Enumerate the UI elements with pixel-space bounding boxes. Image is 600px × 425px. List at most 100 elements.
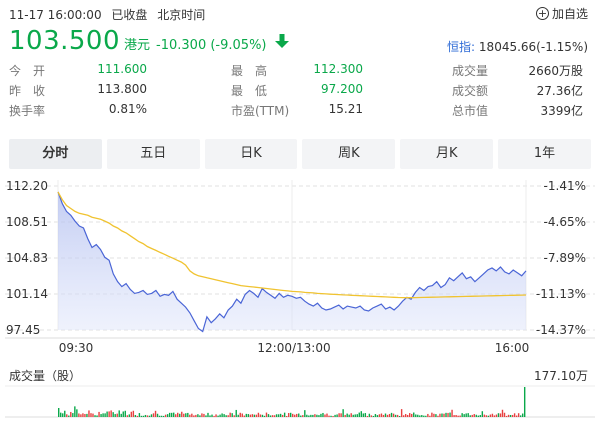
volume-bar: [392, 413, 395, 417]
volume-bar: [235, 409, 237, 417]
volume-bar: [386, 414, 389, 417]
volume-bar: [70, 411, 72, 417]
tab-one-year[interactable]: 1年: [498, 139, 591, 169]
volume-bar: [267, 414, 270, 417]
volume-bar: [310, 414, 312, 417]
volume-bar: [92, 413, 94, 417]
volume-bar: [364, 413, 367, 417]
volume-bar: [312, 414, 314, 417]
volume-bar: [140, 415, 143, 417]
volume-bar: [112, 412, 114, 417]
volume-bar: [263, 415, 266, 417]
stats-row: 昨 收 113.800 最 低 97.200 成交额 27.36亿: [9, 82, 591, 102]
volume-bar: [74, 406, 76, 417]
volume-bar: [400, 409, 403, 417]
volume-bar: [467, 413, 469, 417]
stat-label: 成交量: [452, 64, 489, 78]
volume-bar: [304, 410, 306, 417]
volume-bar: [158, 415, 161, 417]
volume-bar: [116, 413, 118, 417]
x-tick-label: 09:30: [59, 341, 94, 355]
tab-intraday[interactable]: 分时: [9, 139, 102, 169]
volume-bar: [229, 412, 231, 417]
volume-bar: [517, 413, 520, 417]
volume-bar: [390, 412, 393, 417]
volume-bar: [513, 413, 516, 417]
volume-bar: [187, 412, 189, 417]
volume-bar: [88, 410, 90, 417]
volume-bar: [298, 413, 300, 417]
volume-bar: [388, 413, 391, 417]
tab-weekly-k[interactable]: 周K: [302, 139, 396, 169]
stat-value: 0.81%: [108, 102, 147, 116]
volume-bar: [223, 414, 225, 417]
volume-bar: [156, 413, 159, 417]
volume-bar: [296, 413, 298, 417]
volume-bar: [261, 414, 264, 417]
average-price-line: [57, 191, 527, 299]
stat-value: 2660万股: [528, 64, 583, 78]
volume-bar: [435, 414, 437, 417]
volume-bar: [326, 413, 328, 417]
volume-bar: [233, 415, 235, 417]
volume-bar: [197, 414, 199, 417]
volume-bar: [126, 415, 128, 417]
volume-bar: [160, 415, 163, 417]
volume-bar: [273, 415, 276, 417]
volume-bar: [374, 414, 377, 417]
index-quote[interactable]: 恒指: 18045.66(-1.15%): [447, 38, 588, 55]
volume-bar: [370, 415, 373, 417]
volume-bar: [455, 415, 457, 417]
volume-bar: [378, 414, 381, 417]
volume-bar: [338, 413, 340, 417]
volume-bar: [271, 415, 274, 417]
volume-bar: [324, 414, 326, 417]
volume-bar: [495, 414, 498, 417]
volume-bar: [360, 411, 362, 417]
volume-bar: [108, 411, 110, 417]
volume-bar: [320, 413, 322, 417]
index-value: 18045.66(-1.15%): [478, 40, 588, 54]
volume-bar: [251, 414, 254, 417]
volume-bar: [90, 413, 92, 417]
add-watchlist-button[interactable]: + 加自选: [535, 5, 588, 22]
volume-bar: [243, 415, 245, 417]
volume-bar: [96, 415, 98, 417]
volume-bar: [247, 414, 250, 417]
x-tick-label: 16:00: [495, 341, 530, 355]
volume-bar: [179, 413, 181, 417]
volume-bar: [465, 413, 467, 417]
volume-bar: [221, 413, 223, 417]
y-pct-tick-label: -4.65%: [544, 215, 586, 229]
volume-bar: [185, 413, 187, 417]
volume-bar: [102, 413, 104, 417]
tab-daily-k[interactable]: 日K: [204, 139, 298, 169]
volume-bar: [237, 414, 239, 417]
volume-bar: [427, 413, 429, 417]
volume-bar: [409, 413, 411, 417]
volume-bar: [166, 414, 169, 417]
volume-bar: [219, 414, 221, 417]
volume-bar: [150, 414, 153, 417]
tab-five-day[interactable]: 五日: [106, 139, 200, 169]
volume-bar: [66, 414, 68, 417]
volume-bar: [281, 414, 284, 417]
volume-bar: [60, 412, 62, 417]
volume-bar: [106, 411, 108, 417]
tab-monthly-k[interactable]: 月K: [400, 139, 494, 169]
volume-bar: [249, 414, 252, 417]
volume-bar: [213, 415, 215, 417]
volume-bar: [511, 414, 514, 417]
volume-bar: [509, 414, 512, 417]
volume-bar: [439, 413, 441, 417]
volume-bar: [162, 415, 165, 417]
volume-bar: [376, 415, 379, 417]
volume-bar: [314, 414, 316, 417]
volume-bar: [168, 412, 171, 417]
volume-bar: [211, 414, 213, 417]
volume-bar: [94, 415, 96, 417]
volume-bar: [215, 414, 217, 417]
volume-bar: [394, 414, 397, 417]
y-tick-label: 101.14: [6, 287, 48, 301]
